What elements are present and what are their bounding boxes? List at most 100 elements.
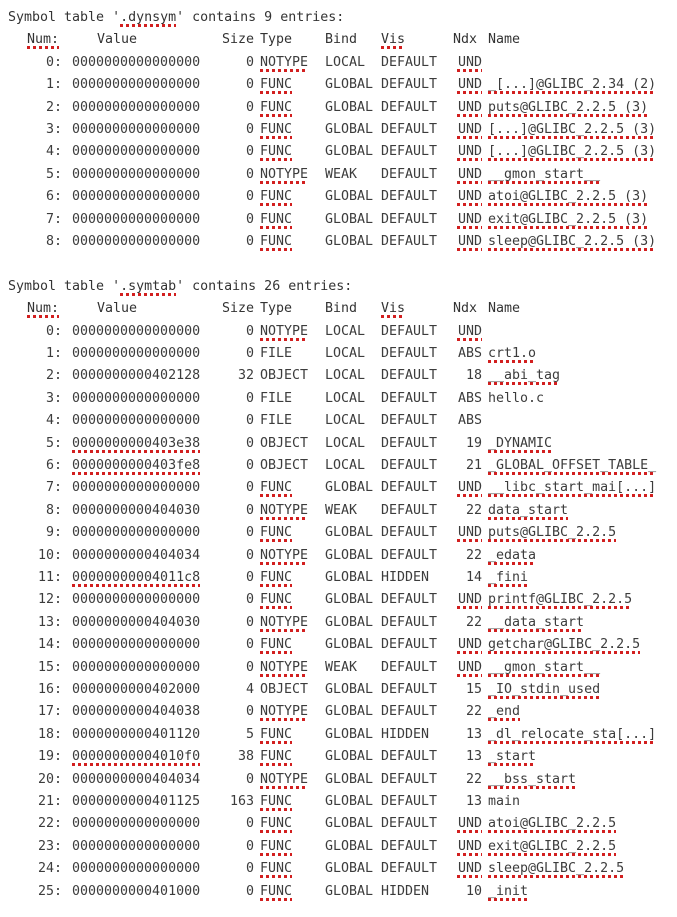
- cell-ndx: ABS: [457, 346, 482, 361]
- cell-value: 00000000004011c8: [72, 570, 201, 585]
- header-ndx: Ndx: [453, 301, 478, 317]
- header-size: Size: [221, 301, 254, 317]
- cell-size: 0: [245, 234, 254, 249]
- cell-type: FUNC: [260, 637, 293, 653]
- header-vis: Vis: [381, 32, 406, 48]
- cell-ndx: 10: [465, 883, 482, 899]
- header-vis: Vis: [381, 301, 406, 317]
- cell-type: FILE: [260, 413, 293, 429]
- cell-ndx: 15: [465, 682, 482, 697]
- cell-type: FUNC: [260, 861, 293, 877]
- cell-bind: GLOBAL: [325, 749, 374, 765]
- cell-vis: DEFAULT: [381, 525, 438, 541]
- cell-name: _edata: [488, 547, 537, 563]
- cell-ndx: 21: [465, 458, 482, 473]
- cell-num: 18:: [37, 726, 62, 742]
- cell-type: FILE: [260, 390, 293, 406]
- cell-size: 0: [245, 166, 254, 182]
- cell-bind: GLOBAL: [325, 77, 374, 93]
- cell-ndx: UND: [457, 54, 482, 70]
- cell-num: 12:: [37, 592, 62, 608]
- cell-bind: GLOBAL: [325, 122, 374, 137]
- cell-size: 0: [245, 54, 254, 70]
- cell-ndx: 22: [465, 502, 482, 518]
- cell-bind: GLOBAL: [325, 794, 374, 809]
- cell-value: 0000000000404034: [72, 771, 201, 787]
- cell-bind: GLOBAL: [325, 525, 374, 541]
- cell-name: atoi@GLIBC_2.2.5 (3): [488, 189, 649, 205]
- cell-value: 0000000000000000: [72, 413, 201, 429]
- cell-size: 0: [245, 122, 254, 137]
- cell-type: OBJECT: [260, 458, 309, 473]
- cell-vis: HIDDEN: [381, 570, 430, 585]
- cell-value: 0000000000000000: [72, 838, 201, 854]
- cell-name: _IO_stdin_used: [488, 682, 601, 697]
- cell-value: 0000000000000000: [72, 122, 201, 137]
- cell-bind: WEAK: [325, 659, 358, 675]
- cell-ndx: 13: [465, 749, 482, 765]
- cell-size: 38: [237, 749, 254, 765]
- cell-num: 2:: [45, 368, 62, 384]
- cell-num: 7:: [45, 211, 62, 227]
- cell-value: 0000000000000000: [72, 861, 201, 877]
- cell-num: 20:: [37, 771, 62, 787]
- cell-name: __data_start: [488, 614, 585, 630]
- cell-size: 0: [245, 883, 254, 899]
- cell-value: 0000000000402000: [72, 682, 201, 697]
- header-value: Value: [97, 32, 138, 48]
- cell-num: 1:: [45, 346, 62, 361]
- cell-size: 5: [245, 726, 254, 742]
- header-value: Value: [97, 301, 138, 317]
- cell-ndx: UND: [457, 659, 482, 675]
- cell-size: 0: [245, 346, 254, 361]
- cell-num: 15:: [37, 659, 62, 675]
- cell-vis: DEFAULT: [381, 234, 438, 249]
- cell-value: 0000000000000000: [72, 659, 201, 675]
- cell-num: 0:: [45, 323, 62, 339]
- cell-type: NOTYPE: [260, 547, 309, 563]
- cell-bind: GLOBAL: [325, 211, 374, 227]
- cell-name: sleep@GLIBC_2.2.5 (3): [488, 234, 657, 249]
- cell-value: 0000000000000000: [72, 234, 201, 249]
- cell-num: 6:: [45, 189, 62, 205]
- cell-vis: DEFAULT: [381, 659, 438, 675]
- cell-size: 0: [245, 413, 254, 429]
- cell-type: NOTYPE: [260, 166, 309, 182]
- cell-ndx: UND: [457, 838, 482, 854]
- cell-vis: DEFAULT: [381, 413, 438, 429]
- cell-name: _[...]@GLIBC_2.34 (2): [488, 77, 657, 93]
- cell-num: 6:: [45, 458, 62, 473]
- symbol-table-title: Symbol table '.dynsym' contains 9 entrie…: [8, 7, 344, 29]
- cell-ndx: ABS: [457, 413, 482, 429]
- cell-vis: HIDDEN: [381, 726, 430, 742]
- cell-ndx: UND: [457, 816, 482, 832]
- cell-name: _GLOBAL_OFFSET_TABLE_: [488, 458, 657, 473]
- cell-value: 0000000000403e38: [72, 435, 201, 451]
- cell-bind: GLOBAL: [325, 480, 374, 496]
- cell-ndx: 14: [465, 570, 482, 585]
- cell-value: 0000000000000000: [72, 637, 201, 653]
- cell-size: 0: [245, 592, 254, 608]
- cell-bind: LOCAL: [325, 458, 366, 473]
- cell-bind: GLOBAL: [325, 614, 374, 630]
- cell-value: 0000000000000000: [72, 166, 201, 182]
- cell-type: NOTYPE: [260, 502, 309, 518]
- cell-num: 21:: [37, 794, 62, 809]
- cell-ndx: 22: [465, 614, 482, 630]
- cell-num: 7:: [45, 480, 62, 496]
- cell-num: 1:: [45, 77, 62, 93]
- cell-vis: DEFAULT: [381, 592, 438, 608]
- cell-name: __abi_tag: [488, 368, 561, 384]
- cell-size: 0: [245, 480, 254, 496]
- cell-name: printf@GLIBC_2.2.5: [488, 592, 633, 608]
- cell-ndx: 19: [465, 435, 482, 451]
- cell-bind: GLOBAL: [325, 838, 374, 854]
- cell-type: FUNC: [260, 77, 293, 93]
- cell-type: FILE: [260, 346, 293, 361]
- cell-vis: DEFAULT: [381, 637, 438, 653]
- cell-vis: DEFAULT: [381, 346, 438, 361]
- cell-value: 0000000000000000: [72, 480, 201, 496]
- cell-name: exit@GLIBC_2.2.5 (3): [488, 211, 649, 227]
- cell-size: 0: [245, 435, 254, 451]
